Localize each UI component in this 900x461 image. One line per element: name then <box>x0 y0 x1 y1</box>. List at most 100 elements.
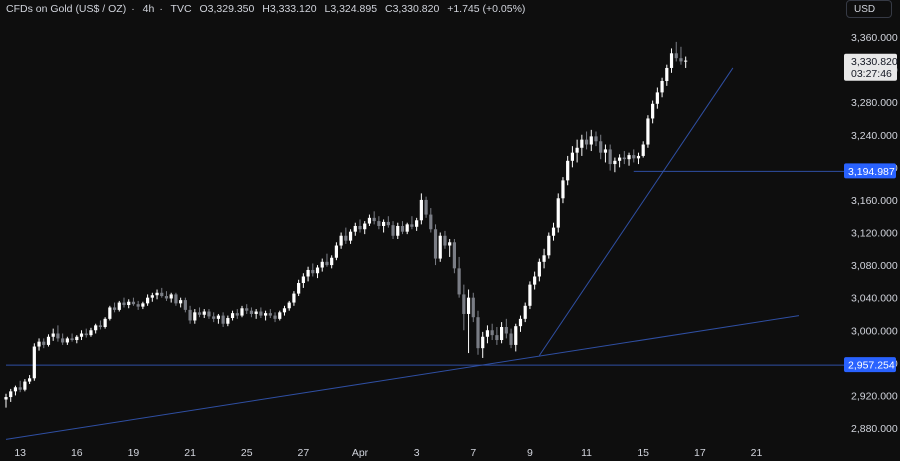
candle-body <box>9 391 13 398</box>
candle-body <box>89 330 93 336</box>
symbol-name[interactable]: CFDs on Gold (US$ / OZ) <box>6 3 127 15</box>
candle-body <box>202 311 206 315</box>
x-tick-label: 21 <box>184 447 196 459</box>
candle-body <box>216 315 220 319</box>
candle-body <box>353 225 357 232</box>
candle-body <box>457 268 461 295</box>
candle-body <box>23 381 27 390</box>
candle-body <box>122 302 126 305</box>
close-value: C3,330.820 <box>384 3 440 15</box>
y-tick-label: 3,120.000 <box>851 228 898 240</box>
candle-body <box>108 307 112 319</box>
symbol-header: CFDs on Gold (US$ / OZ) · 4h · TVC O3,329.… <box>6 3 526 15</box>
candle-body <box>424 199 428 215</box>
candle-body <box>207 311 211 317</box>
y-tick-label: 2,880.000 <box>851 423 898 435</box>
candle-body <box>372 217 376 222</box>
candle-body <box>98 325 102 327</box>
candle-body <box>665 67 669 81</box>
last-price-label: 3,330.820 <box>851 56 898 68</box>
trendline <box>538 67 734 356</box>
interval-label[interactable]: 4h <box>142 3 155 15</box>
candle-body <box>684 60 688 62</box>
candle-body <box>669 53 674 68</box>
candle-body <box>674 53 678 59</box>
candle-body <box>377 221 381 226</box>
x-tick-label: 9 <box>527 447 533 459</box>
candle-body <box>131 301 136 305</box>
candle-body <box>363 223 367 230</box>
candle-body <box>386 221 390 226</box>
candle-body <box>84 333 88 336</box>
candle-body <box>561 180 565 199</box>
candle-body <box>127 301 131 305</box>
candle-body <box>476 317 480 349</box>
candle-body <box>112 307 117 310</box>
candle-body <box>278 312 282 319</box>
candle-body <box>226 318 230 324</box>
candle-body <box>419 199 423 221</box>
countdown-label: 03:27:46 <box>851 68 892 80</box>
candle-body <box>292 293 296 303</box>
candle-body <box>466 297 471 314</box>
candle-body <box>164 296 169 299</box>
candle-body <box>655 92 659 104</box>
candle-body <box>448 242 452 246</box>
candle-body <box>627 155 631 160</box>
candles-layer <box>4 41 688 408</box>
candle-body <box>438 235 442 259</box>
candle-body <box>528 284 532 306</box>
candle-body <box>358 225 362 230</box>
candle-body <box>245 308 249 311</box>
candle-body <box>273 315 277 319</box>
x-tick-label: 3 <box>414 447 420 459</box>
candle-body <box>117 302 121 310</box>
candle-body <box>382 221 386 226</box>
candle-body <box>160 292 164 297</box>
candle-body <box>509 333 513 345</box>
candle-body <box>566 160 570 181</box>
candle-body <box>179 300 183 304</box>
candle-body <box>405 224 409 232</box>
candle-body <box>240 308 244 316</box>
candle-body <box>344 235 348 241</box>
y-tick-label: 3,280.000 <box>851 97 898 109</box>
candle-body <box>679 58 683 62</box>
candle-body <box>485 330 490 337</box>
x-tick-label: 13 <box>14 447 26 459</box>
candle-body <box>471 297 475 318</box>
candle-body <box>646 118 650 145</box>
candle-body <box>391 225 395 236</box>
y-tick-label: 3,360.000 <box>851 32 898 44</box>
candle-body <box>339 235 343 246</box>
candle-body <box>18 387 22 390</box>
candle-body <box>301 276 305 284</box>
candle-body <box>518 318 523 327</box>
candle-body <box>325 261 329 266</box>
x-tick-label: 11 <box>581 447 592 459</box>
candle-body <box>396 225 400 236</box>
candle-body <box>28 378 32 382</box>
candle-body <box>249 310 254 314</box>
last-price-tag <box>844 53 897 81</box>
candle-body <box>268 313 272 316</box>
candle-body <box>589 136 593 145</box>
candle-body <box>481 336 485 349</box>
x-tick-label: Apr <box>352 447 369 459</box>
candle-body <box>542 255 546 262</box>
currency-button[interactable]: USD <box>846 0 892 18</box>
candle-body <box>636 155 641 159</box>
candle-body <box>367 217 372 224</box>
y-tick-label: 3,160.000 <box>851 195 898 207</box>
y-tick-label: 3,000.000 <box>851 325 898 337</box>
candle-body <box>613 160 617 165</box>
candle-body <box>13 387 18 392</box>
price-axis[interactable]: 3,360.0003,320.0003,280.0003,240.0003,20… <box>851 32 898 435</box>
candle-body <box>622 157 626 160</box>
candle-body <box>551 227 556 236</box>
candle-body <box>452 242 456 269</box>
candle-body <box>212 316 216 319</box>
time-axis[interactable]: 13 16 19 21 25 27 Apr 3 7 9 11 15 17 21 <box>14 447 762 459</box>
